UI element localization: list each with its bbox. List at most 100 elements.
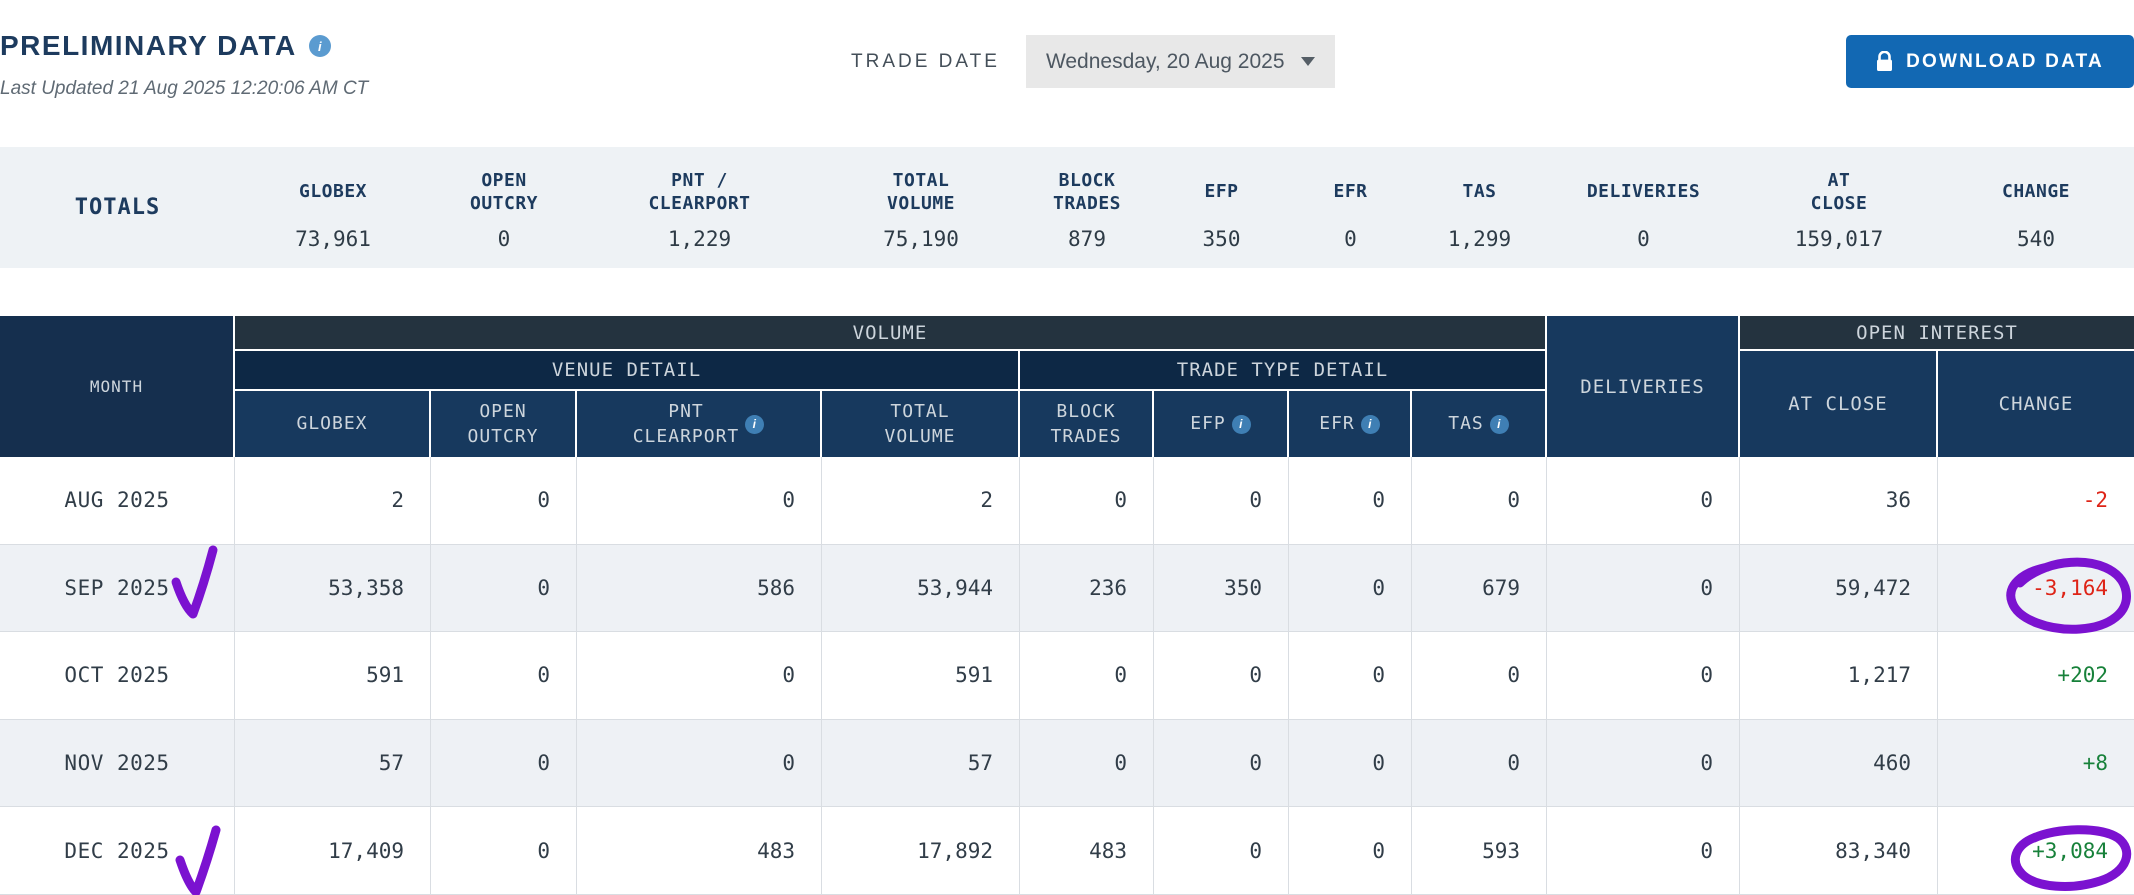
table-row: SEP 2025 53,358 0 586 53,944 236 350 0 6… [0,544,2134,633]
column-header-efp: EFP i [1154,391,1287,457]
cell-deliveries: 0 [1547,457,1740,544]
cell-open-outcry: 0 [431,544,577,632]
info-icon[interactable]: i [308,35,331,57]
column-header-change: CHANGE [1938,351,2134,457]
column-header-globex: GLOBEX [235,391,429,457]
column-header-pnt-clearport: PNT CLEARPORT i [577,391,820,457]
table-row: DEC 2025 17,409 0 483 17,892 483 0 0 593… [0,807,2134,895]
cell-efp: 0 [1154,719,1289,807]
cell-total-volume: 2 [822,457,1020,544]
totals-deliveries: DELIVERIES 0 [1586,181,1701,251]
cell-block-trades: 483 [1020,807,1154,894]
table-row: OCT 2025 591 0 0 591 0 0 0 0 0 1,217 +20… [0,632,2134,720]
cell-month: DEC 2025 [0,807,235,894]
cell-at-close: 59,472 [1740,544,1938,632]
lock-icon [1876,51,1893,72]
cell-block-trades: 0 [1020,719,1154,807]
cell-total-volume: 57 [822,719,1020,807]
cell-efr: 0 [1289,807,1412,894]
trade-date-group: TRADE DATE Wednesday, 20 Aug 2025 [851,35,1335,88]
cell-efr: 0 [1289,719,1412,807]
info-icon[interactable]: i [1360,414,1380,434]
totals-block-trades: BLOCK TRADES 879 [1052,170,1122,251]
info-icon[interactable]: i [1489,414,1509,434]
cell-efr: 0 [1289,544,1412,632]
cell-total-volume: 53,944 [822,544,1020,632]
cell-efp: 0 [1154,457,1289,544]
cell-change: +8 [2082,751,2108,776]
cell-month: OCT 2025 [0,632,235,719]
chevron-down-icon [1300,57,1315,66]
cell-pnt-clearport: 483 [577,807,822,894]
cell-block-trades: 236 [1020,544,1154,632]
cell-efr: 0 [1289,457,1412,544]
cell-tas: 679 [1412,544,1547,632]
cell-change: -2 [2082,488,2108,513]
table-row: NOV 2025 57 0 0 57 0 0 0 0 0 460 +8 [0,719,2134,808]
cell-pnt-clearport: 0 [577,719,822,807]
cell-deliveries: 0 [1547,807,1740,894]
column-header-deliveries: DELIVERIES [1547,316,1738,457]
cell-change: +202 [2057,663,2108,688]
totals-efp: EFP 350 [1202,181,1241,251]
group-header-open-interest: OPEN INTEREST [1740,316,2134,349]
totals-efr: EFR 0 [1333,181,1368,251]
totals-globex: GLOBEX 73,961 [295,181,371,251]
group-header-venue-detail: VENUE DETAIL [235,351,1018,389]
cell-month: SEP 2025 [0,544,235,632]
cell-pnt-clearport: 586 [577,544,822,632]
column-header-at-close: AT CLOSE [1740,351,1936,457]
cell-efr: 0 [1289,632,1412,719]
cell-globex: 53,358 [235,544,431,632]
group-header-trade-type-detail: TRADE TYPE DETAIL [1020,351,1545,389]
totals-at-close: AT CLOSE 159,017 [1794,170,1884,251]
page-title: PRELIMINARY DATA [0,30,297,61]
cell-open-outcry: 0 [431,632,577,719]
cell-open-outcry: 0 [431,457,577,544]
last-updated-text: Last Updated 21 Aug 2025 12:20:06 AM CT [0,78,369,99]
cell-deliveries: 0 [1547,544,1740,632]
cell-pnt-clearport: 0 [577,632,822,719]
column-header-month: MONTH [0,316,233,457]
download-data-label: DOWNLOAD DATA [1906,50,2104,72]
column-header-block-trades: BLOCK TRADES [1020,391,1152,457]
cell-change: -3,164 [2032,575,2108,600]
cell-at-close: 83,340 [1740,807,1938,894]
cell-at-close: 36 [1740,457,1938,544]
cell-at-close: 1,217 [1740,632,1938,719]
cell-open-outcry: 0 [431,719,577,807]
cell-month: NOV 2025 [0,719,235,807]
trade-date-dropdown[interactable]: Wednesday, 20 Aug 2025 [1025,35,1335,88]
cell-tas: 593 [1412,807,1547,894]
cell-block-trades: 0 [1020,457,1154,544]
column-header-efr: EFR i [1289,391,1410,457]
cell-globex: 591 [235,632,431,719]
cell-open-outcry: 0 [431,807,577,894]
totals-tas: TAS 1,299 [1447,181,1512,251]
cell-change: +3,084 [2032,838,2108,863]
cell-globex: 17,409 [235,807,431,894]
page-header: PRELIMINARY DATA i Last Updated 21 Aug 2… [0,30,368,100]
totals-open-outcry: OPEN OUTCRY 0 [469,170,539,251]
cell-block-trades: 0 [1020,632,1154,719]
column-header-total-volume: TOTAL VOLUME [822,391,1018,457]
cell-deliveries: 0 [1547,719,1740,807]
group-header-volume: VOLUME [235,316,1545,349]
totals-title: TOTALS [74,195,161,220]
column-header-tas: TAS i [1412,391,1545,457]
cell-month: AUG 2025 [0,457,235,544]
cell-deliveries: 0 [1547,632,1740,719]
cell-pnt-clearport: 0 [577,457,822,544]
info-icon[interactable]: i [745,414,765,434]
trade-date-label: TRADE DATE [851,50,1000,72]
table-body: AUG 2025 2 0 0 2 0 0 0 0 0 36 -2 SEP 202… [0,457,2134,895]
download-data-button[interactable]: DOWNLOAD DATA [1846,35,2134,88]
cell-total-volume: 591 [822,632,1020,719]
cell-total-volume: 17,892 [822,807,1020,894]
totals-pnt-clearport: PNT / CLEARPORT 1,229 [648,170,751,251]
cell-tas: 0 [1412,457,1547,544]
cell-efp: 0 [1154,632,1289,719]
column-header-open-outcry: OPEN OUTCRY [431,391,575,457]
info-icon[interactable]: i [1231,414,1251,434]
totals-total-volume: TOTAL VOLUME 75,190 [883,170,959,251]
